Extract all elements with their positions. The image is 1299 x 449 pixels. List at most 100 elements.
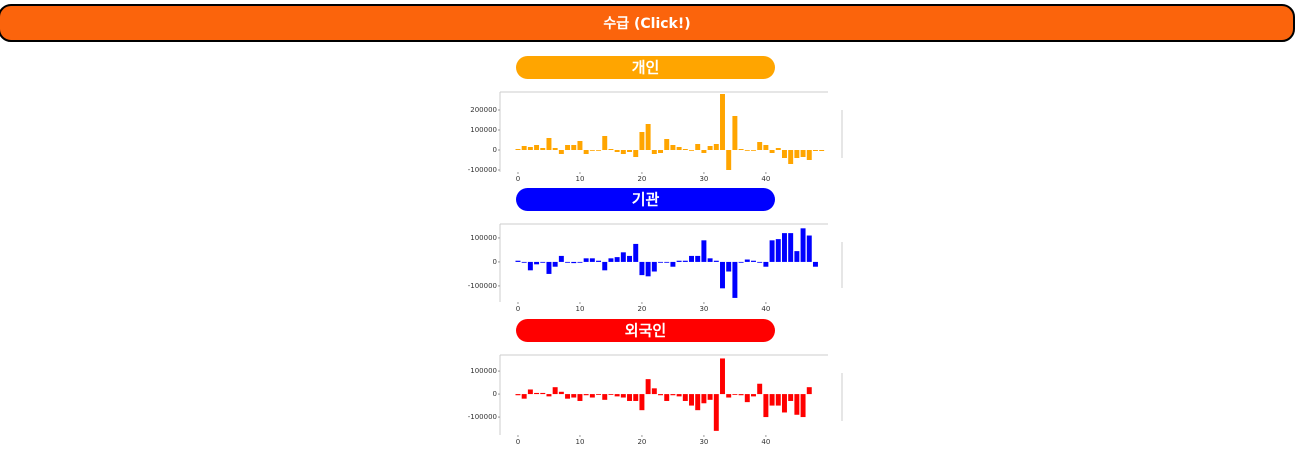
bar bbox=[546, 138, 552, 150]
y-tick-label: 100000 bbox=[470, 126, 497, 134]
x-tick-label: 0 bbox=[516, 305, 520, 313]
bar bbox=[800, 150, 806, 157]
toggle-button[interactable] bbox=[0, 4, 1295, 42]
bar bbox=[744, 150, 750, 151]
bar bbox=[583, 394, 589, 396]
bar bbox=[627, 150, 633, 152]
bar bbox=[583, 150, 589, 154]
y-tick-label: 0 bbox=[493, 258, 497, 266]
bar bbox=[565, 261, 571, 263]
x-tick-label: 30 bbox=[699, 305, 708, 313]
bar bbox=[540, 148, 546, 150]
x-tick-label: 10 bbox=[575, 438, 584, 445]
bar bbox=[602, 136, 608, 150]
bar bbox=[602, 261, 608, 271]
bar bbox=[645, 124, 651, 150]
chart-title: 기관 bbox=[632, 191, 660, 209]
y-tick-label: 100000 bbox=[470, 234, 497, 242]
x-tick-label: 20 bbox=[637, 438, 646, 445]
bar bbox=[521, 146, 527, 150]
bar bbox=[608, 394, 614, 395]
bar bbox=[565, 145, 571, 150]
bar bbox=[527, 389, 533, 395]
bar bbox=[645, 261, 651, 277]
bar bbox=[744, 259, 750, 262]
chart-title-pill bbox=[516, 319, 775, 342]
bar bbox=[589, 150, 595, 151]
bar bbox=[695, 144, 701, 150]
bar bbox=[775, 148, 781, 150]
bar bbox=[794, 251, 800, 262]
bar bbox=[527, 261, 533, 271]
bar bbox=[763, 145, 769, 150]
bar bbox=[571, 261, 577, 264]
bar bbox=[577, 261, 583, 263]
bar bbox=[515, 149, 521, 150]
bar bbox=[738, 149, 744, 150]
bar bbox=[633, 394, 639, 401]
bar bbox=[794, 394, 800, 415]
bar bbox=[695, 255, 701, 262]
x-tick-label: 40 bbox=[761, 175, 770, 183]
y-tick-label: 0 bbox=[493, 390, 497, 398]
chart-title: 외국인 bbox=[625, 322, 666, 340]
bar bbox=[558, 391, 564, 395]
bar bbox=[620, 252, 626, 262]
bar bbox=[534, 392, 540, 395]
x-tick-label: 0 bbox=[516, 438, 520, 445]
bar bbox=[577, 394, 583, 401]
y-tick-label: -100000 bbox=[468, 282, 497, 290]
bar bbox=[565, 394, 571, 399]
bar bbox=[627, 255, 633, 262]
bar bbox=[620, 150, 626, 154]
bar bbox=[583, 258, 589, 262]
bar bbox=[521, 394, 527, 399]
bar bbox=[682, 394, 688, 401]
toggle-button-label[interactable]: 수급 (Click!) bbox=[603, 16, 690, 32]
bar bbox=[651, 388, 657, 395]
bar bbox=[775, 239, 781, 262]
bar bbox=[806, 150, 812, 160]
bar bbox=[775, 394, 781, 406]
bar bbox=[763, 394, 769, 418]
bar bbox=[800, 228, 806, 262]
bar bbox=[577, 141, 583, 150]
bar bbox=[757, 261, 763, 263]
x-tick-label: 30 bbox=[699, 175, 708, 183]
bar bbox=[639, 261, 645, 276]
x-tick-label: 10 bbox=[575, 305, 584, 313]
x-tick-label: 20 bbox=[637, 305, 646, 313]
bar bbox=[751, 394, 756, 397]
bar bbox=[720, 94, 725, 150]
bar bbox=[701, 240, 707, 262]
chart-title-pill bbox=[516, 56, 775, 79]
bar bbox=[726, 150, 732, 170]
bar bbox=[664, 394, 670, 401]
bar bbox=[558, 150, 564, 154]
bar bbox=[757, 383, 763, 395]
bar bbox=[707, 394, 713, 400]
bar bbox=[769, 150, 775, 153]
bar bbox=[602, 394, 608, 400]
bar bbox=[812, 261, 818, 267]
y-tick-label: 0 bbox=[493, 146, 497, 154]
x-tick-label: 20 bbox=[637, 175, 646, 183]
bar bbox=[670, 394, 676, 396]
bar bbox=[633, 150, 639, 157]
bar bbox=[701, 150, 707, 153]
bar bbox=[676, 394, 682, 397]
bar bbox=[676, 260, 682, 262]
bar bbox=[633, 243, 639, 262]
bar bbox=[614, 394, 620, 397]
bar bbox=[552, 148, 558, 150]
bar bbox=[689, 150, 694, 151]
bar bbox=[713, 260, 719, 262]
bar bbox=[596, 150, 602, 151]
bar bbox=[670, 261, 676, 267]
bar bbox=[744, 394, 750, 403]
bar bbox=[726, 394, 732, 398]
bar bbox=[720, 358, 725, 395]
bar bbox=[713, 144, 719, 150]
bar bbox=[751, 150, 756, 151]
bar bbox=[589, 394, 595, 398]
